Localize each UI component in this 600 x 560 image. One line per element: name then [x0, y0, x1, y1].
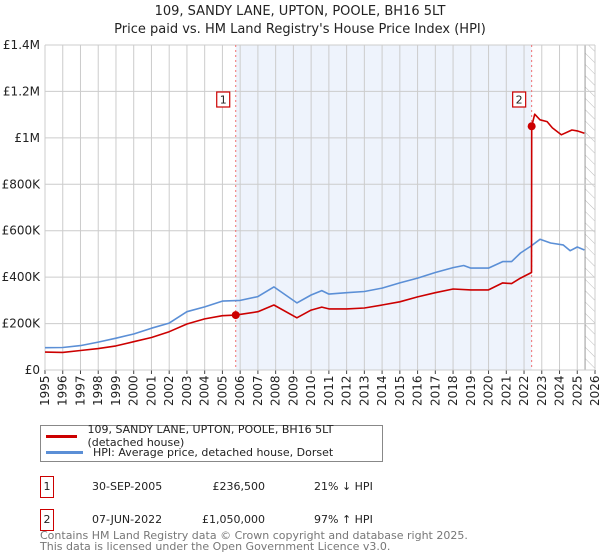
legend-swatch-hpi [46, 450, 83, 454]
transaction-hpi-diff: 97% ↑ HPI [314, 513, 373, 526]
transaction-date: 30-SEP-2005 [92, 480, 163, 493]
legend-item-hpi: HPI: Average price, detached house, Dors… [46, 444, 333, 460]
y-tick-label: £1.2M [3, 84, 40, 98]
x-tick-label: 2022 [517, 375, 531, 406]
chart-title: 109, SANDY LANE, UPTON, POOLE, BH16 5LT [154, 4, 446, 19]
sale-label: 1 [220, 94, 227, 107]
legend-swatch-property [46, 434, 78, 438]
sale-point-marker [527, 122, 536, 131]
x-tick-label: 2014 [375, 375, 389, 406]
x-tick-label: 2002 [162, 375, 176, 406]
sale-label-box [512, 91, 527, 108]
legend-item-property: 109, SANDY LANE, UPTON, POOLE, BH16 5LT … [46, 423, 382, 449]
transaction-price: £236,500 [212, 480, 266, 493]
chart-subtitle: Price paid vs. HM Land Registry's House … [114, 22, 486, 37]
x-tick-label: 2011 [322, 375, 336, 406]
sale-label-box [216, 91, 231, 108]
footer-licence: This data is licensed under the Open Gov… [40, 540, 391, 553]
x-tick-label: 2004 [198, 375, 212, 406]
x-tick-label: 2006 [233, 375, 247, 406]
x-tick-label: 2020 [482, 375, 496, 406]
x-tick-label: 2007 [251, 375, 265, 406]
sale-label: 2 [516, 94, 523, 107]
y-tick-label: £0 [25, 363, 40, 377]
x-tick-label: 1995 [38, 375, 52, 406]
x-tick-label: 2024 [553, 375, 567, 406]
legend-label-hpi: HPI: Average price, detached house, Dors… [93, 445, 334, 459]
x-tick-label: 2016 [411, 375, 425, 406]
x-tick-label: 2012 [340, 375, 354, 406]
footer-copyright: Contains HM Land Registry data © Crown c… [40, 529, 468, 542]
hatched-region [585, 45, 595, 370]
y-tick-label: £800K [2, 177, 42, 191]
x-tick-label: 1996 [56, 375, 70, 406]
x-tick-label: 2005 [215, 375, 229, 406]
x-tick-label: 2015 [393, 375, 407, 406]
x-tick-label: 2009 [286, 375, 300, 406]
x-tick-label: 2017 [428, 375, 442, 406]
property-price-line [44, 113, 585, 354]
x-tick-label: 2025 [570, 375, 584, 406]
x-tick-label: 1999 [109, 375, 123, 406]
x-tick-label: 2001 [144, 375, 158, 406]
x-tick-label: 2018 [446, 375, 460, 406]
y-tick-label: £1M [14, 131, 40, 145]
y-tick-label: £400K [2, 270, 42, 284]
legend: 109, SANDY LANE, UPTON, POOLE, BH16 5LT … [40, 423, 383, 462]
transaction-date: 07-JUN-2022 [92, 513, 163, 526]
x-tick-label: 1998 [91, 375, 105, 406]
y-tick-label: £200K [2, 317, 42, 331]
x-tick-label: 2021 [499, 375, 513, 406]
x-tick-label: 2026 [588, 375, 600, 406]
x-tick-label: 2008 [269, 375, 283, 406]
hpi-line [44, 238, 585, 349]
x-tick-label: 1997 [73, 375, 87, 406]
y-tick-label: £1.4M [3, 38, 40, 52]
footer: Contains HM Land Registry data © Crown c… [40, 530, 468, 552]
ownership-shaded-region [235, 45, 532, 370]
transaction-price: £1,050,000 [202, 513, 265, 526]
transaction-hpi-diff: 21% ↓ HPI [314, 480, 373, 493]
price-chart: 1995 1996 1997 1998 1999 2000 2001 2002 2003 2004… [2, 38, 600, 406]
sale-point-marker [231, 311, 240, 320]
transaction-badge: 1 [40, 476, 54, 498]
x-tick-label: 2023 [535, 375, 549, 406]
y-tick-label: £600K [2, 224, 42, 238]
x-tick-label: 2000 [127, 375, 141, 406]
x-tick-label: 2010 [304, 375, 318, 406]
legend-label-property: 109, SANDY LANE, UPTON, POOLE, BH16 5LT … [87, 423, 334, 449]
transaction-badge: 2 [40, 509, 54, 531]
x-tick-label: 2003 [180, 375, 194, 406]
x-tick-label: 2019 [464, 375, 478, 406]
x-tick-label: 2013 [357, 375, 371, 406]
